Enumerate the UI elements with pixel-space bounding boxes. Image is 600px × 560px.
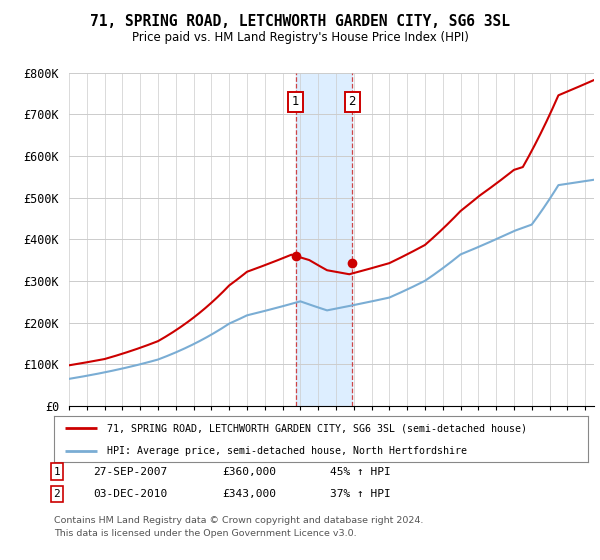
Text: 2: 2 (349, 95, 356, 109)
Text: 1: 1 (292, 95, 299, 109)
Text: 37% ↑ HPI: 37% ↑ HPI (330, 489, 391, 499)
Text: 71, SPRING ROAD, LETCHWORTH GARDEN CITY, SG6 3SL: 71, SPRING ROAD, LETCHWORTH GARDEN CITY,… (90, 14, 510, 29)
Text: 27-SEP-2007: 27-SEP-2007 (93, 466, 167, 477)
Text: HPI: Average price, semi-detached house, North Hertfordshire: HPI: Average price, semi-detached house,… (107, 446, 467, 455)
Bar (296, 73, 352, 406)
Text: 45% ↑ HPI: 45% ↑ HPI (330, 466, 391, 477)
Text: 2: 2 (53, 489, 61, 499)
Text: £343,000: £343,000 (222, 489, 276, 499)
Text: 71, SPRING ROAD, LETCHWORTH GARDEN CITY, SG6 3SL (semi-detached house): 71, SPRING ROAD, LETCHWORTH GARDEN CITY,… (107, 423, 527, 433)
Text: Price paid vs. HM Land Registry's House Price Index (HPI): Price paid vs. HM Land Registry's House … (131, 31, 469, 44)
Text: 03-DEC-2010: 03-DEC-2010 (93, 489, 167, 499)
Text: This data is licensed under the Open Government Licence v3.0.: This data is licensed under the Open Gov… (54, 529, 356, 538)
Text: 1: 1 (53, 466, 61, 477)
Text: £360,000: £360,000 (222, 466, 276, 477)
Text: Contains HM Land Registry data © Crown copyright and database right 2024.: Contains HM Land Registry data © Crown c… (54, 516, 424, 525)
